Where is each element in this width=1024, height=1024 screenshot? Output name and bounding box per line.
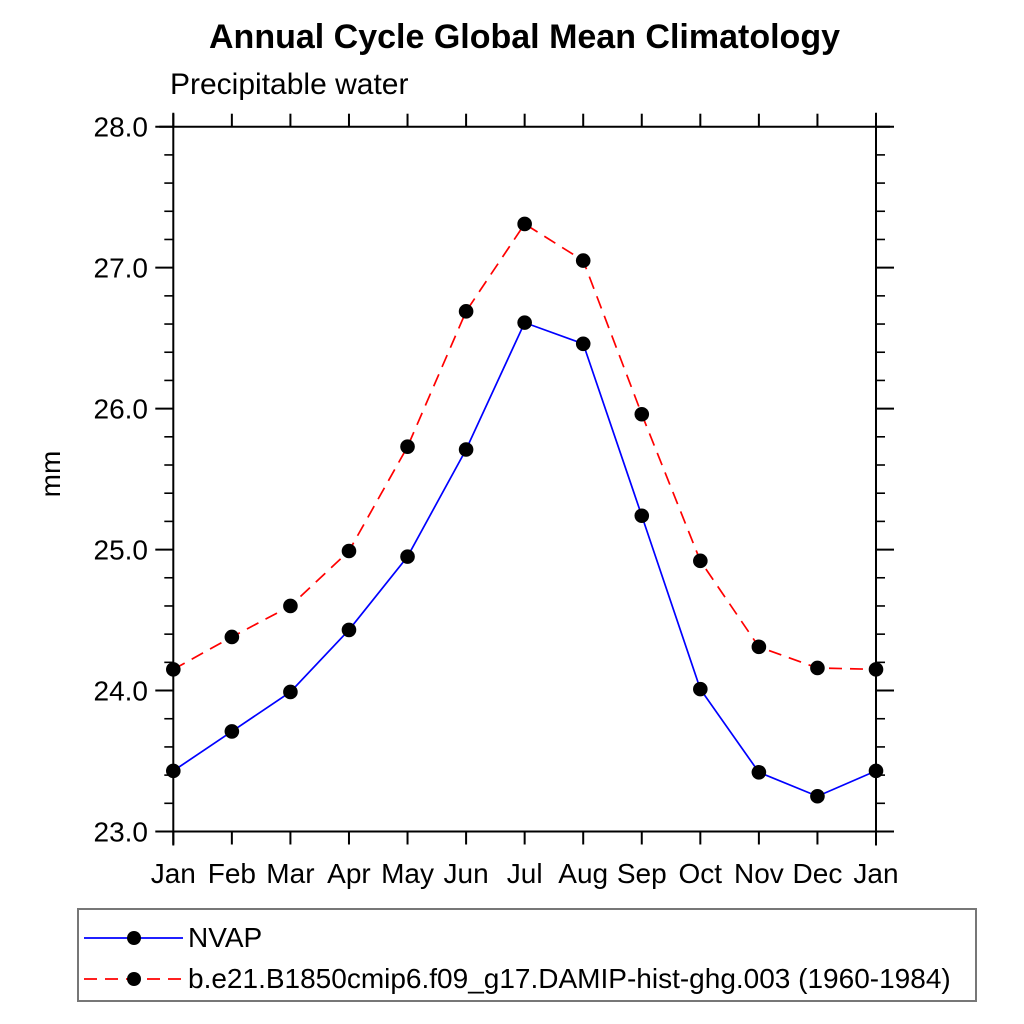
data-point-marker (868, 662, 884, 677)
y-tick-label: 24.0 (94, 676, 149, 707)
x-tick-label: Mar (266, 858, 314, 889)
series-1 (166, 216, 884, 677)
data-point-marker (458, 304, 474, 319)
data-point-marker (634, 508, 650, 524)
x-tick-label: Jan (151, 858, 196, 889)
chart-title: Annual Cycle Global Mean Climatology (209, 18, 840, 56)
data-point-marker (400, 549, 415, 564)
y-tick-label: 27.0 (94, 253, 149, 284)
y-tick-label: 25.0 (94, 535, 149, 566)
x-tick-label: Jul (507, 858, 543, 889)
y-tick-label: 26.0 (94, 394, 149, 425)
data-point-marker (868, 763, 884, 779)
y-tick-label: 28.0 (94, 112, 149, 143)
data-point-marker (575, 336, 591, 352)
data-point-marker (517, 216, 532, 232)
x-tick-label: Dec (793, 858, 843, 889)
data-point-marker (224, 629, 240, 645)
data-point-marker (458, 442, 474, 457)
x-tick-label: Apr (327, 858, 371, 889)
data-point-marker (283, 598, 298, 614)
legend-item: b.e21.B1850cmip6.f09_g17.DAMIP-hist-ghg.… (79, 958, 975, 999)
chart-subtitle: Precipitable water (170, 68, 409, 101)
data-point-marker (400, 439, 415, 454)
legend-label: NVAP (188, 921, 263, 953)
legend-box: NVAP b.e21.B1850cmip6.f09_g17.DAMIP-hist-… (77, 908, 977, 1002)
legend-marker-icon (127, 971, 141, 986)
data-point-marker (810, 660, 825, 676)
x-tick-label: Oct (679, 858, 723, 889)
legend-line-sample (84, 971, 183, 986)
y-axis-label: mm (35, 451, 66, 498)
data-point-marker (693, 553, 708, 569)
x-tick-label: Aug (558, 858, 608, 889)
series-line (172, 222, 877, 671)
y-axis-ticks (155, 125, 894, 833)
x-tick-label: Nov (734, 858, 784, 889)
data-point-marker (166, 763, 181, 779)
y-tick-label: 23.0 (94, 817, 149, 848)
x-tick-label: Jun (444, 858, 489, 889)
legend-label: b.e21.B1850cmip6.f09_g17.DAMIP-hist-ghg.… (188, 962, 951, 994)
data-point-marker (575, 253, 591, 268)
legend-item: NVAP (79, 917, 975, 958)
series-0 (166, 315, 884, 804)
data-point-marker (517, 315, 532, 330)
data-point-marker (224, 724, 240, 739)
data-point-marker (283, 684, 298, 700)
data-point-marker (341, 622, 357, 638)
legend-marker-icon (127, 930, 141, 945)
data-point-marker (693, 681, 708, 697)
x-axis-labels: Jan Feb Mar Apr May Jun Jul Aug Sep Oct Nov Dec Jan (151, 858, 899, 889)
data-point-marker (634, 406, 650, 422)
x-axis-ticks (172, 113, 877, 845)
x-tick-label: Feb (208, 858, 256, 889)
series-line (172, 321, 877, 798)
legend-line-sample (84, 930, 183, 945)
y-axis-labels: 23.0 24.0 25.0 26.0 27.0 28.0 (94, 112, 149, 848)
data-point-marker (166, 662, 181, 677)
data-point-marker (810, 788, 825, 804)
x-tick-label: Jan (853, 858, 898, 889)
x-tick-label: May (381, 858, 434, 889)
x-tick-label: Sep (617, 858, 667, 889)
data-point-marker (341, 543, 357, 559)
data-point-marker (751, 764, 767, 780)
data-point-marker (751, 639, 767, 655)
